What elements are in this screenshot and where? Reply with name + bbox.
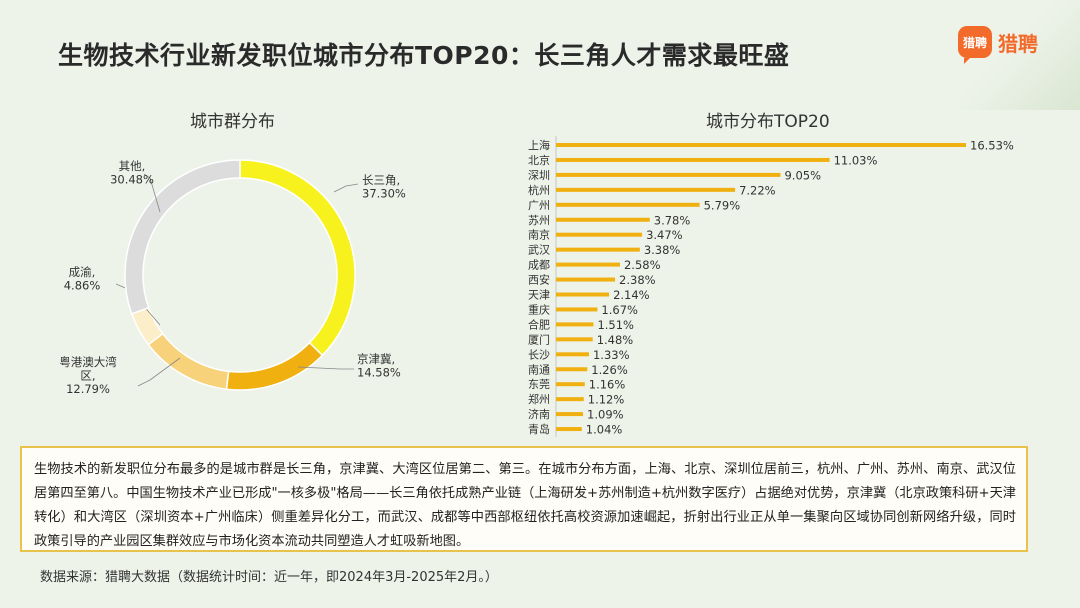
bar-chart-title: 城市分布TOP20 [706, 112, 830, 132]
bar-category-label: 北京 [528, 153, 550, 167]
bar-category-label: 杭州 [528, 183, 550, 197]
donut-chart: 长三角, 37.30% 京津冀, 14.58% 粤港澳大湾区, 12.79% 成渝, 4.86… [59, 159, 406, 396]
donut-leader-line-1 [297, 366, 354, 370]
bar-value-label: 7.22% [739, 183, 776, 197]
bar-10 [556, 292, 610, 297]
bar-16 [556, 382, 585, 387]
bar-17 [556, 397, 584, 402]
bar-7 [556, 247, 640, 252]
bar-value-label: 2.38% [619, 273, 656, 287]
bar-category-label: 深圳 [528, 169, 550, 182]
brand-name: 猎聘 [998, 31, 1038, 56]
bar-2 [556, 172, 781, 177]
bar-13 [556, 337, 593, 342]
bar-value-label: 3.38% [644, 243, 681, 257]
bar-value-label: 1.67% [601, 303, 638, 317]
bar-1 [556, 157, 830, 162]
bar-category-label: 南通 [528, 363, 550, 376]
brand-badge-icon: 猎聘 [958, 26, 992, 64]
bar-category-label: 上海 [528, 138, 550, 152]
bar-11 [556, 307, 598, 312]
donut-label-1: 京津冀, 14.58% [357, 352, 401, 380]
summary-text: 生物技术的新发职位分布最多的是城市群是长三角，京津冀、大湾区位居第二、第三。在城… [34, 462, 1016, 549]
bar-value-label: 16.53% [970, 139, 1014, 153]
bar-9 [556, 277, 616, 282]
donut-slice-0 [239, 159, 356, 357]
bar-value-label: 1.09% [587, 408, 624, 422]
donut-chart-title: 城市群分布 [190, 112, 275, 132]
donut-label-3: 成渝, 4.86% [64, 265, 101, 293]
bar-category-label: 东莞 [528, 378, 550, 391]
bar-15 [556, 367, 588, 372]
bar-value-label: 2.58% [624, 258, 661, 272]
donut-label-4: 其他, 30.48% [110, 159, 154, 187]
bar-category-label: 济南 [528, 407, 550, 421]
bar-8 [556, 262, 620, 267]
bar-value-label: 1.16% [589, 378, 626, 392]
bar-value-label: 1.33% [593, 348, 630, 362]
bar-category-label: 成都 [528, 259, 550, 272]
summary-box: 生物技术的新发职位分布最多的是城市群是长三角，京津冀、大湾区位居第二、第三。在城… [20, 446, 1028, 552]
bar-category-label: 厦门 [528, 332, 550, 346]
bar-6 [556, 232, 643, 237]
donut-slice-4 [124, 159, 241, 315]
bar-value-label: 9.05% [784, 168, 821, 182]
bar-3 [556, 187, 736, 192]
bar-value-label: 1.26% [591, 363, 628, 377]
bar-18 [556, 412, 584, 417]
bar-category-label: 青岛 [528, 422, 550, 436]
bar-category-label: 苏州 [528, 214, 550, 227]
bar-category-label: 重庆 [528, 302, 550, 316]
bar-category-label: 长沙 [528, 348, 550, 361]
bar-0 [556, 143, 966, 147]
donut-slice-2 [147, 332, 230, 391]
donut-label-0: 长三角, 37.30% [362, 173, 406, 201]
bar-value-label: 1.12% [588, 393, 625, 407]
bar-category-label: 武汉 [528, 244, 550, 257]
bar-19 [556, 427, 582, 432]
donut-leader-line-2 [137, 357, 181, 387]
bar-chart: 上海 16.53% 北京 11.03% 深圳 9.05% 杭州 7.22% 广州 5.79% 苏州 3… [528, 136, 1014, 438]
bar-category-label: 郑州 [528, 392, 550, 406]
bar-value-label: 3.47% [646, 228, 683, 242]
bar-value-label: 5.79% [704, 198, 741, 212]
bar-value-label: 1.51% [597, 318, 634, 332]
donut-slice-1 [225, 341, 324, 391]
data-source-note: 数据来源：猎聘大数据（数据统计时间：近一年，即2024年3月-2025年2月。） [40, 570, 498, 585]
donut-label-2: 粤港澳大湾区, 12.79% [59, 355, 117, 396]
bar-value-label: 1.48% [597, 333, 634, 347]
bar-value-label: 11.03% [834, 153, 878, 167]
bar-category-label: 广州 [528, 199, 550, 212]
bar-category-label: 合肥 [528, 317, 550, 331]
bar-12 [556, 322, 594, 327]
page-title: 生物技术行业新发职位城市分布TOP20：长三角人才需求最旺盛 [58, 41, 790, 70]
bar-value-label: 2.14% [613, 288, 650, 302]
bar-14 [556, 352, 589, 357]
bar-value-label: 3.78% [654, 213, 691, 227]
donut-leader-line-0 [333, 183, 359, 193]
donut-leader-line-4 [143, 173, 161, 213]
bar-4 [556, 202, 700, 207]
bar-5 [556, 217, 650, 222]
bar-category-label: 天津 [528, 289, 550, 302]
brand-logo: 猎聘 猎聘 [958, 26, 1038, 64]
bar-category-label: 南京 [528, 228, 550, 242]
bar-value-label: 1.04% [586, 423, 623, 437]
bar-category-label: 西安 [528, 273, 550, 287]
